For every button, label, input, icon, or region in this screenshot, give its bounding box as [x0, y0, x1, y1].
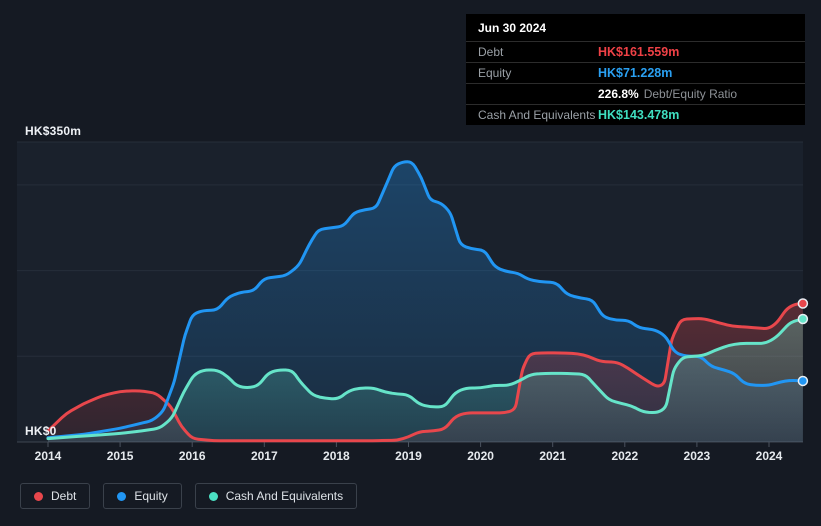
- cash-dot-icon: [208, 491, 218, 501]
- debt-endpoint-marker[interactable]: [797, 298, 809, 309]
- x-tick-label-2018: 2018: [323, 449, 350, 463]
- chart-legend: Debt Equity Cash And Equivalents: [20, 483, 358, 509]
- x-tick-label-2020: 2020: [467, 449, 494, 463]
- tooltip-row-equity: Equity HK$71.228m: [466, 62, 805, 83]
- legend-button-debt[interactable]: Debt: [20, 483, 91, 509]
- tooltip-equity-value: HK$71.228m: [598, 66, 673, 80]
- cash-line: [46, 317, 805, 441]
- y-axis-max-label: HK$350m: [25, 124, 82, 138]
- legend-debt-label: Debt: [51, 489, 77, 503]
- x-tick-label-2015: 2015: [106, 449, 134, 463]
- cash-endpoint-marker[interactable]: [797, 313, 809, 325]
- tooltip-row-debt: Debt HK$161.559m: [466, 41, 805, 62]
- debt-line: [46, 302, 805, 443]
- equity-endpoint-marker[interactable]: [797, 375, 809, 387]
- x-tick-label-2022: 2022: [611, 449, 639, 463]
- debt-dot-icon: [34, 491, 43, 501]
- tooltip-date: Jun 30 2024: [478, 21, 547, 35]
- tooltip-cash-label: Cash And Equivalents: [478, 108, 596, 122]
- legend-cash-label: Cash And Equivalents: [225, 489, 344, 503]
- chart-tooltip: Jun 30 2024 Debt HK$161.559m Equity HK$7…: [466, 14, 805, 125]
- tooltip-row-ratio: 226.8% Debt/Equity Ratio: [466, 83, 805, 104]
- tooltip-equity-label: Equity: [478, 66, 512, 80]
- cash-area: [48, 319, 803, 442]
- legend-button-equity[interactable]: Equity: [103, 483, 182, 509]
- legend-equity-label: Equity: [134, 489, 168, 503]
- tooltip-ratio-label: Debt/Equity Ratio: [643, 87, 738, 101]
- equity-dot-icon: [117, 491, 127, 501]
- tooltip-cash-value: HK$143.478m: [598, 108, 680, 122]
- x-tick-label-2021: 2021: [539, 449, 567, 463]
- tooltip-row-cash: Cash And Equivalents HK$143.478m: [466, 104, 805, 125]
- x-tick-label-2014: 2014: [34, 449, 62, 463]
- x-tick-label-2019: 2019: [395, 449, 422, 463]
- legend-button-cash[interactable]: Cash And Equivalents: [194, 483, 358, 509]
- x-tick-label-2017: 2017: [250, 449, 278, 463]
- tooltip-ratio-value: 226.8%: [598, 87, 639, 101]
- y-axis-zero-label: HK$0: [25, 424, 57, 438]
- tooltip-debt-value: HK$161.559m: [598, 45, 680, 59]
- x-tick-label-2016: 2016: [178, 449, 206, 463]
- x-tick-label-2024: 2024: [755, 449, 783, 463]
- tooltip-debt-label: Debt: [478, 45, 504, 59]
- equity-line: [46, 160, 805, 440]
- x-tick-label-2023: 2023: [683, 449, 711, 463]
